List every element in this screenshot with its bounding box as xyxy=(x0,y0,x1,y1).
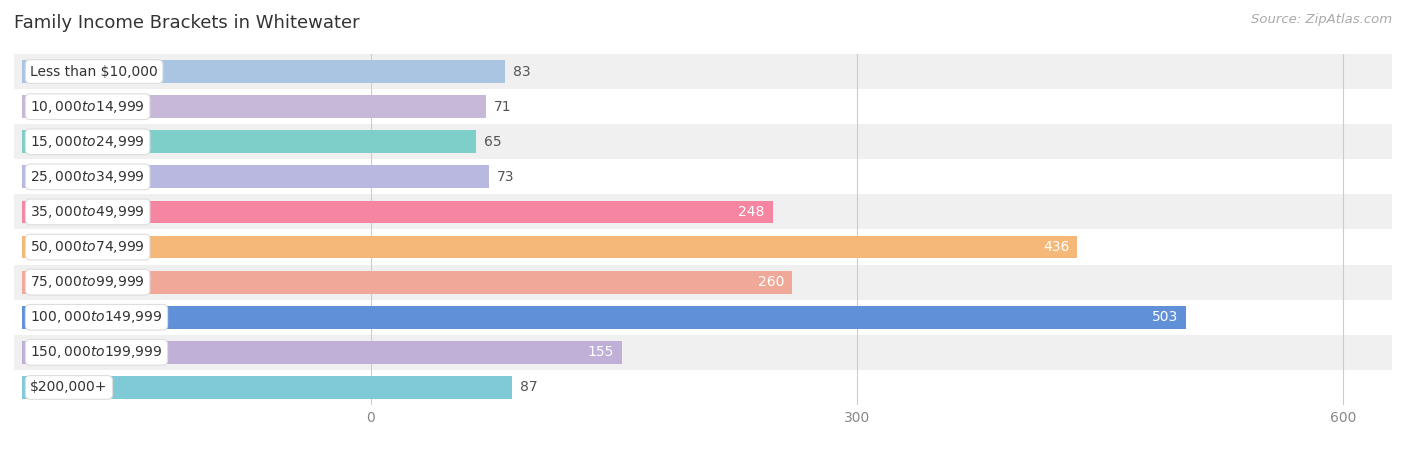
Bar xyxy=(22,376,512,399)
Bar xyxy=(14,335,1392,370)
Bar xyxy=(22,271,792,293)
Bar xyxy=(14,54,1392,89)
Text: 248: 248 xyxy=(738,205,765,219)
Bar xyxy=(22,306,1187,328)
Text: 73: 73 xyxy=(498,170,515,184)
Bar xyxy=(14,230,1392,265)
Bar xyxy=(22,201,773,223)
Text: $15,000 to $24,999: $15,000 to $24,999 xyxy=(31,134,145,150)
Text: 503: 503 xyxy=(1152,310,1178,324)
Bar xyxy=(14,370,1392,405)
Text: $10,000 to $14,999: $10,000 to $14,999 xyxy=(31,99,145,115)
Text: $100,000 to $149,999: $100,000 to $149,999 xyxy=(31,309,163,325)
Bar xyxy=(14,89,1392,124)
Bar xyxy=(22,341,621,364)
Text: 71: 71 xyxy=(494,99,512,114)
Bar xyxy=(14,159,1392,194)
Text: 436: 436 xyxy=(1043,240,1070,254)
Bar xyxy=(22,166,489,188)
Text: 260: 260 xyxy=(758,275,785,289)
Bar xyxy=(14,124,1392,159)
Bar xyxy=(22,236,1077,258)
Text: Less than $10,000: Less than $10,000 xyxy=(31,64,157,79)
Text: $150,000 to $199,999: $150,000 to $199,999 xyxy=(31,344,163,360)
Text: 155: 155 xyxy=(588,345,614,360)
Bar xyxy=(14,300,1392,335)
Text: Family Income Brackets in Whitewater: Family Income Brackets in Whitewater xyxy=(14,14,360,32)
Bar xyxy=(14,265,1392,300)
Text: $25,000 to $34,999: $25,000 to $34,999 xyxy=(31,169,145,185)
Text: 87: 87 xyxy=(520,380,537,395)
Text: $50,000 to $74,999: $50,000 to $74,999 xyxy=(31,239,145,255)
Text: 83: 83 xyxy=(513,64,531,79)
Text: 65: 65 xyxy=(484,135,502,149)
Bar xyxy=(22,130,477,153)
Bar xyxy=(22,60,505,83)
Bar xyxy=(14,194,1392,230)
Text: $35,000 to $49,999: $35,000 to $49,999 xyxy=(31,204,145,220)
Text: $75,000 to $99,999: $75,000 to $99,999 xyxy=(31,274,145,290)
Text: Source: ZipAtlas.com: Source: ZipAtlas.com xyxy=(1251,14,1392,27)
Text: $200,000+: $200,000+ xyxy=(31,380,108,395)
Bar xyxy=(22,95,486,118)
